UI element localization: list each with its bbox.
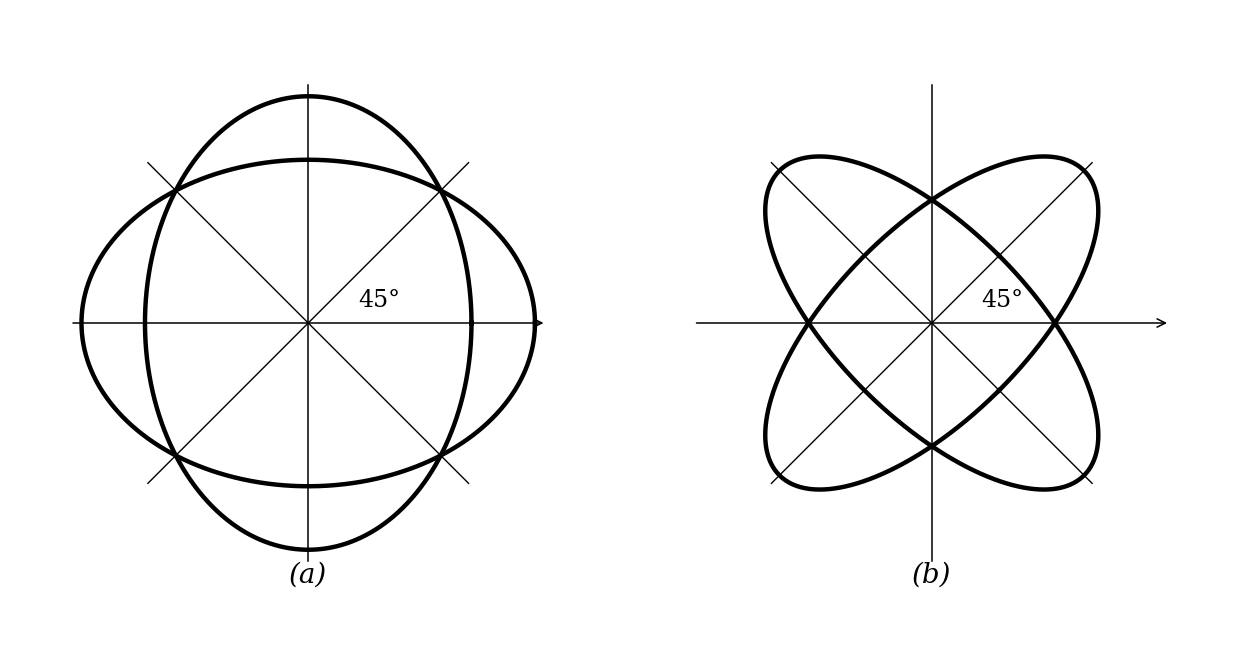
Text: (b): (b) bbox=[913, 561, 951, 589]
Text: (a): (a) bbox=[289, 561, 327, 589]
Text: 45°: 45° bbox=[358, 289, 401, 311]
Text: 45°: 45° bbox=[982, 289, 1024, 311]
